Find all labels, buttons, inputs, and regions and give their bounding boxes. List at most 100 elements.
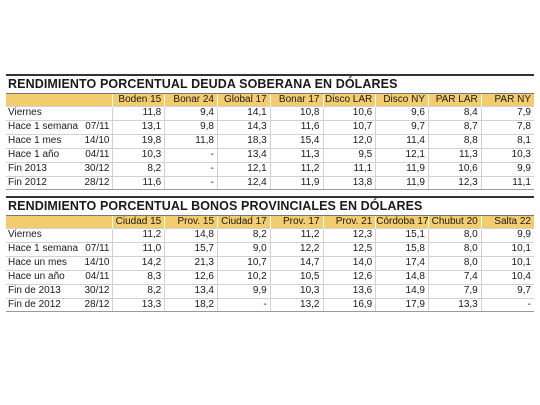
table-cell: 11,6 [269, 119, 323, 135]
table-cell: 12,6 [322, 269, 376, 285]
table-cell: 11,1 [322, 161, 376, 177]
row-date: 07/11 [78, 241, 112, 257]
table-cell: 14,7 [269, 255, 323, 271]
table-cell: 11,2 [269, 228, 323, 243]
table-cell: 11,8 [111, 106, 165, 121]
column-header: Ciudad 17 [217, 216, 271, 229]
header-date-blank [78, 216, 112, 229]
row-label: Hace 1 año [6, 147, 78, 163]
table-cell: 9,9 [217, 283, 271, 299]
table-cell: 8,4 [428, 106, 482, 121]
table-cell: 12,5 [322, 241, 376, 257]
table-cell: 10,3 [480, 147, 534, 163]
column-header: Global 17 [217, 94, 271, 107]
table-cell: 10,6 [428, 161, 482, 177]
table-cell: 11,9 [375, 175, 429, 191]
table-cell: 11,4 [375, 133, 429, 149]
table-row: Fin de 2012 28/12 13,3 18,2-13,2 16,9 17,9 13,… [6, 297, 534, 313]
table-cell: 14,2 [111, 255, 165, 271]
column-header: Bonar 24 [164, 94, 218, 107]
table-row: Hace 1 mes 14/10 19,8 11,8 18,3 15,4 12,0 11,4 8… [6, 133, 534, 149]
row-date: 07/11 [78, 119, 112, 135]
table-cell: 11,8 [164, 133, 218, 149]
table-cell: 14,9 [375, 283, 429, 299]
table-cell: 13,2 [269, 297, 323, 313]
table-cell: 10,1 [480, 255, 534, 271]
table-cell: 12,6 [164, 269, 218, 285]
column-header: PAR NY [480, 94, 534, 107]
column-header: PAR LAR [428, 94, 482, 107]
table-cell: 11,2 [111, 228, 165, 243]
table-cell: 8,2 [111, 161, 165, 177]
column-header: Córdoba 17 [375, 216, 429, 229]
table-cell: 12,3 [322, 228, 376, 243]
table-cell: 8,1 [480, 133, 534, 149]
table-cell: 11,1 [480, 175, 534, 191]
table-cell: 14,0 [322, 255, 376, 271]
row-label: Fin de 2012 [6, 297, 78, 313]
table-cell: 9,8 [164, 119, 218, 135]
row-label: Hace 1 mes [6, 133, 78, 149]
column-header: Prov. 17 [269, 216, 323, 229]
table-cell: 18,2 [164, 297, 218, 313]
header-date-blank [78, 94, 112, 107]
row-date [78, 106, 112, 121]
table-cell: 15,8 [375, 241, 429, 257]
table-cell: 11,9 [269, 175, 323, 191]
column-header: Disco LAR [322, 94, 376, 107]
table-cell: 13,3 [111, 297, 165, 313]
row-label: Hace 1 semana [6, 241, 78, 257]
column-header: Bonar 17 [269, 94, 323, 107]
column-header: Chubut 20 [428, 216, 482, 229]
column-header: Prov. 15 [164, 216, 218, 229]
table-cell: 10,7 [217, 255, 271, 271]
row-label: Viernes [6, 228, 78, 243]
table-cell: 8,0 [428, 255, 482, 271]
column-header: Prov. 21 [322, 216, 376, 229]
column-header: Ciudad 15 [111, 216, 165, 229]
table-cell: 15,1 [375, 228, 429, 243]
row-label: Hace un mes [6, 255, 78, 271]
table-cell: 8,0 [428, 228, 482, 243]
table-cell: 9,0 [217, 241, 271, 257]
table-cell: - [164, 161, 218, 177]
table-cell: 11,3 [269, 147, 323, 163]
table-cell: 8,7 [428, 119, 482, 135]
table-cell: 13,3 [428, 297, 482, 313]
table-cell: 8,8 [428, 133, 482, 149]
header-blank [6, 216, 78, 229]
provincial-header-row: Ciudad 15 Prov. 15 Ciudad 17 Prov. 17 Pr… [6, 216, 534, 229]
table-cell: 21,3 [164, 255, 218, 271]
table-row: Hace 1 semana 07/11 11,0 15,7 9,0 12,2 12,5 15,… [6, 241, 534, 257]
table-cell: 12,3 [428, 175, 482, 191]
column-header: Boden 15 [111, 94, 165, 107]
row-date [78, 228, 112, 243]
table-cell: 10,8 [269, 106, 323, 121]
table-cell: - [217, 297, 271, 313]
row-label: Fin 2012 [6, 175, 78, 191]
table-cell: 9,9 [480, 161, 534, 177]
table-cell: 8,2 [217, 228, 271, 243]
provincial-bonds-title: RENDIMIENTO PORCENTUAL BONOS PROVINCIALE… [6, 196, 534, 216]
sovereign-debt-table: Boden 15 Bonar 24 Global 17 Bonar 17 Dis… [6, 94, 534, 191]
sovereign-debt-title: RENDIMIENTO PORCENTUAL DEUDA SOBERANA EN… [6, 74, 534, 94]
row-date: 30/12 [78, 161, 112, 177]
row-date: 04/11 [78, 147, 112, 163]
table-cell: 10,2 [217, 269, 271, 285]
table-cell: - [480, 297, 534, 313]
provincial-bonds-section: RENDIMIENTO PORCENTUAL BONOS PROVINCIALE… [6, 196, 534, 313]
table-row: Hace 1 semana 07/11 13,1 9,8 14,3 11,6 10,7 9,7… [6, 119, 534, 135]
row-label: Viernes [6, 106, 78, 121]
table-cell: 10,4 [480, 269, 534, 285]
provincial-bonds-table: Ciudad 15 Prov. 15 Ciudad 17 Prov. 17 Pr… [6, 216, 534, 313]
table-cell: 10,7 [322, 119, 376, 135]
table-cell: 12,1 [217, 161, 271, 177]
table-cell: 8,2 [111, 283, 165, 299]
table-cell: 11,2 [269, 161, 323, 177]
table-cell: 14,1 [217, 106, 271, 121]
row-date: 30/12 [78, 283, 112, 299]
table-row: Fin 2013 30/12 8,2-12,1 11,2 11,1 11,9 10,6 9,9 [6, 161, 534, 177]
table-cell: 9,7 [480, 283, 534, 299]
table-row: Hace 1 año 04/11 10,3-13,4 11,3 9,5 12,1 11,3 1… [6, 147, 534, 163]
table-cell: 8,0 [428, 241, 482, 257]
